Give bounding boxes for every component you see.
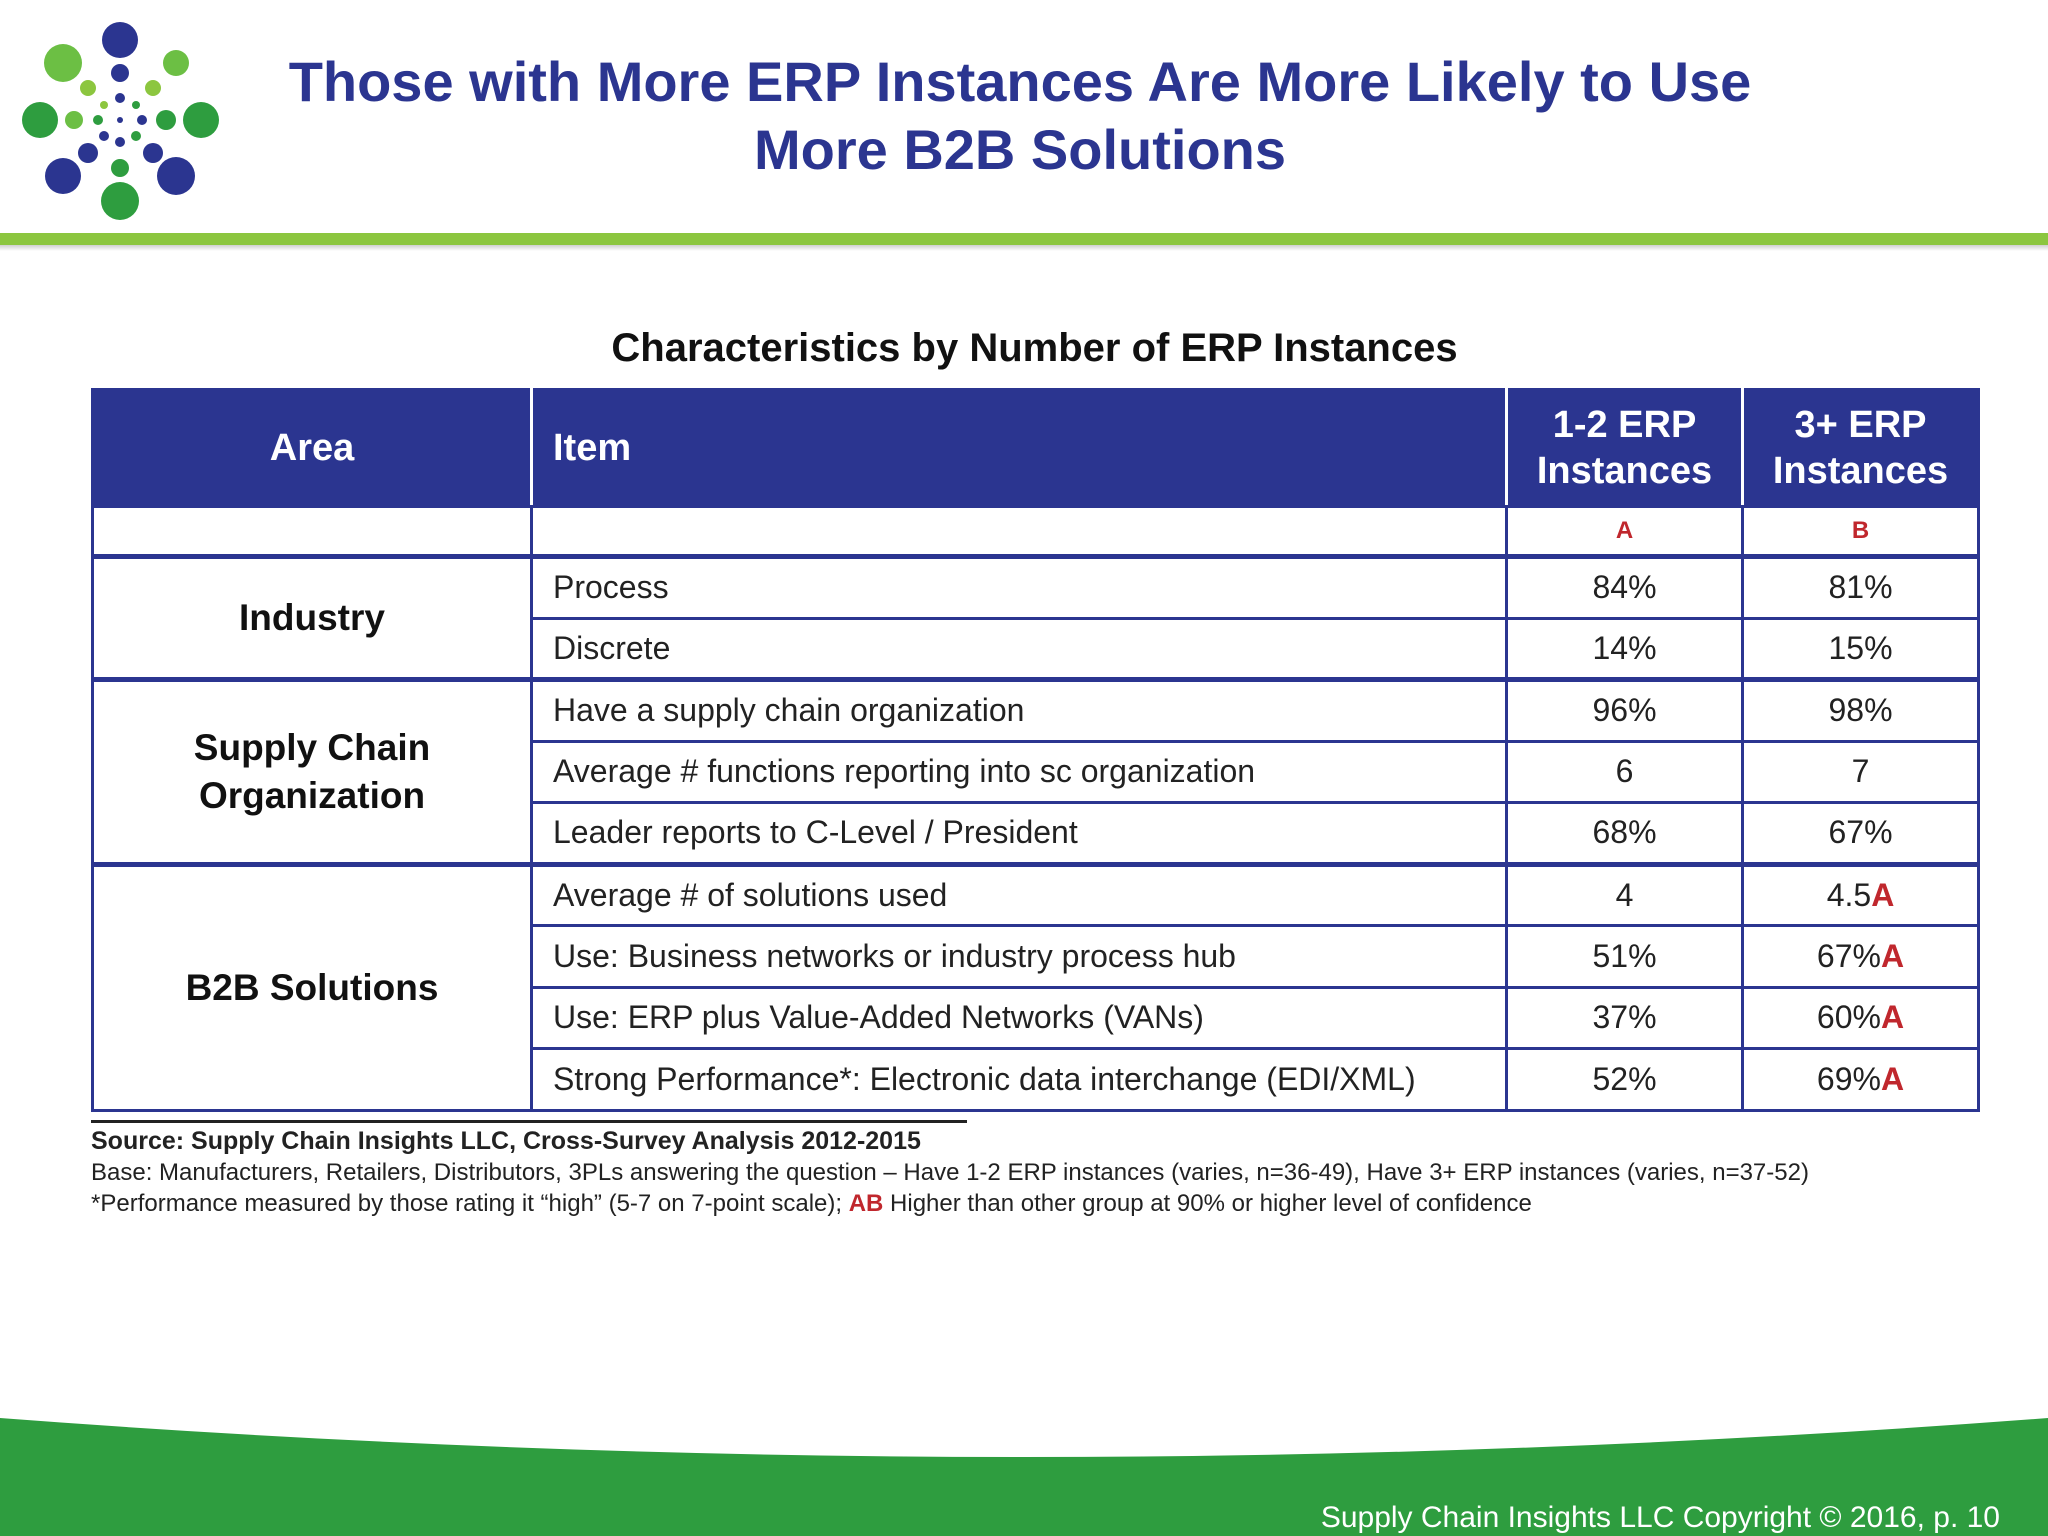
- table-row: B2B Solutions Average # of solutions use…: [91, 861, 1980, 1112]
- value-cell-b: 7: [1741, 739, 1980, 804]
- significance-marker: A: [1880, 999, 1905, 1036]
- value-b: 4.5: [1826, 876, 1872, 913]
- item-cell: Average # functions reporting into sc or…: [530, 739, 1508, 804]
- value-cell-a: 51%: [1505, 924, 1744, 989]
- significance-marker: A: [1880, 937, 1905, 974]
- item-cell: Strong Performance*: Electronic data int…: [530, 1047, 1508, 1112]
- column-header-group-b: 3+ ERP Instances: [1741, 388, 1980, 508]
- footer-copyright: Supply Chain Insights LLC Copyright © 20…: [1320, 1501, 2000, 1534]
- value-b: 98%: [1828, 692, 1893, 729]
- value-cell-b: 69%A: [1741, 1047, 1980, 1112]
- table-row: Average # functions reporting into sc or…: [93, 739, 1980, 804]
- item-cell: Process: [530, 554, 1508, 620]
- value-cell-b: 15%: [1741, 616, 1980, 681]
- table-row: Strong Performance*: Electronic data int…: [93, 1047, 1980, 1112]
- area-cell-b2b-solutions: B2B Solutions: [91, 861, 533, 1112]
- value-b: 69%: [1816, 1060, 1881, 1097]
- value-b: 60%: [1816, 999, 1881, 1036]
- table-row: Use: Business networks or industry proce…: [93, 924, 1980, 989]
- value-cell-a: 96%: [1505, 677, 1744, 743]
- page-title: Those with More ERP Instances Are More L…: [240, 48, 1800, 184]
- value-cell-b: 67%A: [1741, 924, 1980, 989]
- footnote: *Performance measured by those rating it…: [91, 1188, 1991, 1219]
- column-header-area: Area: [91, 388, 533, 508]
- value-cell-b: 81%: [1741, 554, 1980, 620]
- value-b: 67%: [1816, 937, 1881, 974]
- value-b: 81%: [1828, 569, 1893, 606]
- footnote-significance-letters: AB: [848, 1190, 884, 1217]
- significance-marker: A: [1871, 876, 1895, 913]
- page-title-line-2: More B2B Solutions: [753, 118, 1287, 181]
- value-b: 67%: [1828, 814, 1893, 851]
- significance-marker: A: [1880, 1060, 1905, 1097]
- table-row: Leader reports to C-Level / President 68…: [93, 801, 1980, 866]
- empty-cell: [91, 505, 533, 558]
- table-header-row: Area Item 1-2 ERP Instances 3+ ERP Insta…: [91, 388, 1980, 508]
- value-cell-a: 68%: [1505, 801, 1744, 866]
- area-cell-supply-chain-organization: Supply Chain Organization: [91, 677, 533, 866]
- area-cell-industry: Industry: [91, 554, 533, 681]
- value-cell-a: 6: [1505, 739, 1744, 804]
- value-cell-a: 37%: [1505, 985, 1744, 1050]
- group-letter-a: A: [1505, 505, 1744, 558]
- value-cell-b: 4.5A: [1741, 861, 1980, 927]
- item-cell: Leader reports to C-Level / President: [530, 801, 1508, 866]
- table-row: Supply Chain Organization Have a supply …: [91, 677, 1980, 866]
- column-header-item: Item: [530, 388, 1508, 508]
- base-note: Base: Manufacturers, Retailers, Distribu…: [91, 1159, 1809, 1186]
- footnote-text: *Performance measured by those rating it…: [91, 1190, 849, 1217]
- value-b: 7: [1851, 753, 1870, 790]
- table-title: Characteristics by Number of ERP Instanc…: [611, 326, 1458, 370]
- source-note: Source: Supply Chain Insights LLC, Cross…: [91, 1127, 921, 1155]
- characteristics-table: Area Item 1-2 ERP Instances 3+ ERP Insta…: [91, 388, 1980, 1112]
- value-cell-b: 60%A: [1741, 985, 1980, 1050]
- table-notes: Source: Supply Chain Insights LLC, Cross…: [91, 1125, 1991, 1219]
- group-letter-row: A B: [91, 505, 1980, 558]
- value-cell-a: 4: [1505, 861, 1744, 927]
- table-row: Discrete 14% 15%: [93, 616, 1980, 681]
- value-cell-a: 84%: [1505, 554, 1744, 620]
- table-row: Use: ERP plus Value-Added Networks (VANs…: [93, 985, 1980, 1050]
- item-cell: Have a supply chain organization: [530, 677, 1508, 743]
- value-cell-a: 52%: [1505, 1047, 1744, 1112]
- footnote-text-end: Higher than other group at 90% or higher…: [883, 1190, 1532, 1217]
- item-cell: Discrete: [530, 616, 1508, 681]
- header-divider: [0, 233, 2048, 245]
- value-cell-b: 67%: [1741, 801, 1980, 866]
- dot-burst-logo-icon: [22, 22, 219, 220]
- page-title-line-1: Those with More ERP Instances Are More L…: [288, 50, 1752, 113]
- item-cell: Average # of solutions used: [530, 861, 1508, 927]
- group-letter-b: B: [1741, 505, 1980, 558]
- value-cell-a: 14%: [1505, 616, 1744, 681]
- value-cell-b: 98%: [1741, 677, 1980, 743]
- table-row: Industry Process 84% 81%: [91, 554, 1980, 681]
- source-underline: [91, 1120, 967, 1123]
- column-header-group-a: 1-2 ERP Instances: [1505, 388, 1744, 508]
- empty-cell: [530, 505, 1508, 558]
- item-cell: Use: Business networks or industry proce…: [530, 924, 1508, 989]
- item-cell: Use: ERP plus Value-Added Networks (VANs…: [530, 985, 1508, 1050]
- value-b: 15%: [1828, 629, 1893, 666]
- footer-band: [0, 1418, 2048, 1536]
- header-divider-shadow: [0, 245, 2048, 251]
